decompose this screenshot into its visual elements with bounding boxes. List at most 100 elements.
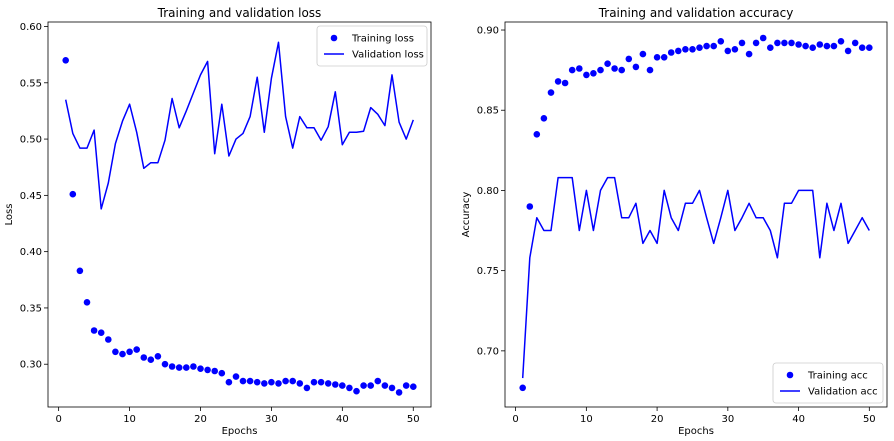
loss-legend-entry: Validation loss (352, 50, 424, 61)
acc-training-point (851, 39, 859, 47)
acc-x-tick-label: 50 (863, 414, 876, 425)
acc-training-point (802, 42, 809, 50)
accuracy-chart: Training and validation accuracy 0 10 20 30 4… (461, 6, 888, 437)
acc-legend-entry: Validation acc (808, 387, 878, 398)
acc-y-tick-label: 0.80 (477, 186, 499, 197)
acc-legend: Training acc Validation acc (772, 362, 884, 404)
acc-training-point (830, 42, 838, 50)
acc-training-point (816, 41, 824, 48)
acc-training-point (795, 41, 802, 48)
acc-x-tick-label: 30 (721, 414, 734, 425)
loss-x-tick-label: 10 (123, 414, 136, 425)
loss-training-point (410, 383, 417, 391)
loss-chart: Training and validation loss 0 10 20 30 40 50 0… (4, 6, 432, 437)
acc-training-point (561, 79, 569, 87)
acc-training-point (759, 34, 767, 42)
loss-x-tick-label: 50 (407, 414, 420, 425)
loss-training-point (218, 369, 226, 377)
acc-training-point (781, 39, 788, 47)
loss-training-point (140, 354, 148, 361)
loss-training-point (374, 377, 382, 385)
acc-training-point (774, 39, 781, 47)
acc-training-point (745, 50, 753, 58)
loss-x-tick-label: 40 (336, 414, 349, 425)
loss-training-point (76, 267, 84, 275)
loss-training-point (83, 299, 91, 306)
acc-training-point (533, 131, 541, 138)
acc-legend-box (772, 362, 884, 404)
acc-training-point (823, 42, 831, 50)
loss-legend-box (316, 25, 428, 67)
acc-x-tick-label: 10 (580, 414, 593, 425)
loss-training-point (282, 377, 289, 385)
loss-y-tick-label: 0.30 (20, 360, 42, 371)
acc-training-point (590, 70, 597, 77)
loss-training-point (133, 346, 140, 353)
acc-training-point (597, 66, 604, 74)
loss-training-point (261, 380, 268, 387)
loss-training-point (388, 384, 396, 392)
loss-training-point (183, 364, 190, 371)
acc-training-point (568, 66, 576, 74)
loss-training-point (289, 377, 297, 385)
acc-validation-line (521, 176, 870, 379)
loss-training-point (402, 382, 410, 389)
loss-training-point (253, 378, 261, 386)
loss-training-point (303, 384, 311, 392)
loss-training-point (90, 327, 98, 334)
loss-training-point (310, 378, 318, 386)
acc-training-point (583, 71, 590, 79)
acc-training-point (752, 39, 760, 47)
loss-y-tick-label: 0.60 (20, 22, 42, 33)
acc-training-point (682, 46, 689, 53)
loss-x-tick-label: 30 (265, 414, 278, 425)
acc-training-point (646, 66, 654, 74)
acc-training-point (731, 46, 739, 53)
acc-training-point (547, 89, 555, 96)
acc-chart-title: Training and validation accuracy (598, 6, 794, 20)
loss-y-tick-label: 0.35 (20, 303, 42, 314)
acc-training-point (604, 60, 611, 67)
loss-training-point (339, 382, 346, 389)
acc-training-point (667, 49, 675, 56)
loss-training-point (211, 367, 218, 375)
loss-y-axis-label: Loss (4, 204, 15, 226)
acc-training-point (724, 47, 732, 55)
acc-training-point (788, 39, 795, 47)
loss-training-point (168, 363, 176, 370)
loss-training-point (112, 348, 119, 356)
acc-x-tick-label: 40 (792, 414, 805, 425)
loss-training-point (367, 382, 375, 389)
acc-y-tick-label: 0.85 (477, 106, 499, 117)
acc-training-point (866, 44, 873, 51)
acc-training-point (738, 39, 746, 47)
acc-legend-entry: Training acc (807, 371, 868, 382)
acc-training-point (632, 63, 640, 71)
loss-x-tick-label: 20 (194, 414, 207, 425)
acc-training-point (618, 66, 625, 74)
loss-training-point (154, 353, 162, 360)
loss-chart-title: Training and validation loss (157, 6, 322, 20)
acc-x-tick-label: 20 (651, 414, 664, 425)
acc-training-point (710, 42, 717, 50)
loss-training-point (360, 382, 367, 389)
acc-y-tick-label: 0.70 (477, 346, 499, 357)
acc-training-point (576, 65, 583, 72)
loss-training-point (381, 382, 389, 389)
loss-y-tick-label: 0.45 (20, 191, 42, 202)
acc-training-point (540, 115, 548, 122)
loss-training-point (268, 378, 275, 386)
acc-training-point (519, 384, 526, 392)
acc-y-axis-label: Accuracy (461, 192, 472, 238)
loss-x-axis-label: Epochs (222, 426, 258, 437)
loss-y-tick-label: 0.40 (20, 247, 42, 258)
acc-training-point (703, 42, 710, 50)
loss-training-point (239, 377, 247, 385)
loss-training-point (275, 380, 282, 387)
loss-training-point (296, 380, 304, 387)
acc-training-point (809, 44, 816, 51)
acc-training-point (660, 54, 668, 61)
acc-y-tick-label: 0.75 (477, 266, 499, 277)
acc-training-point (717, 38, 725, 45)
